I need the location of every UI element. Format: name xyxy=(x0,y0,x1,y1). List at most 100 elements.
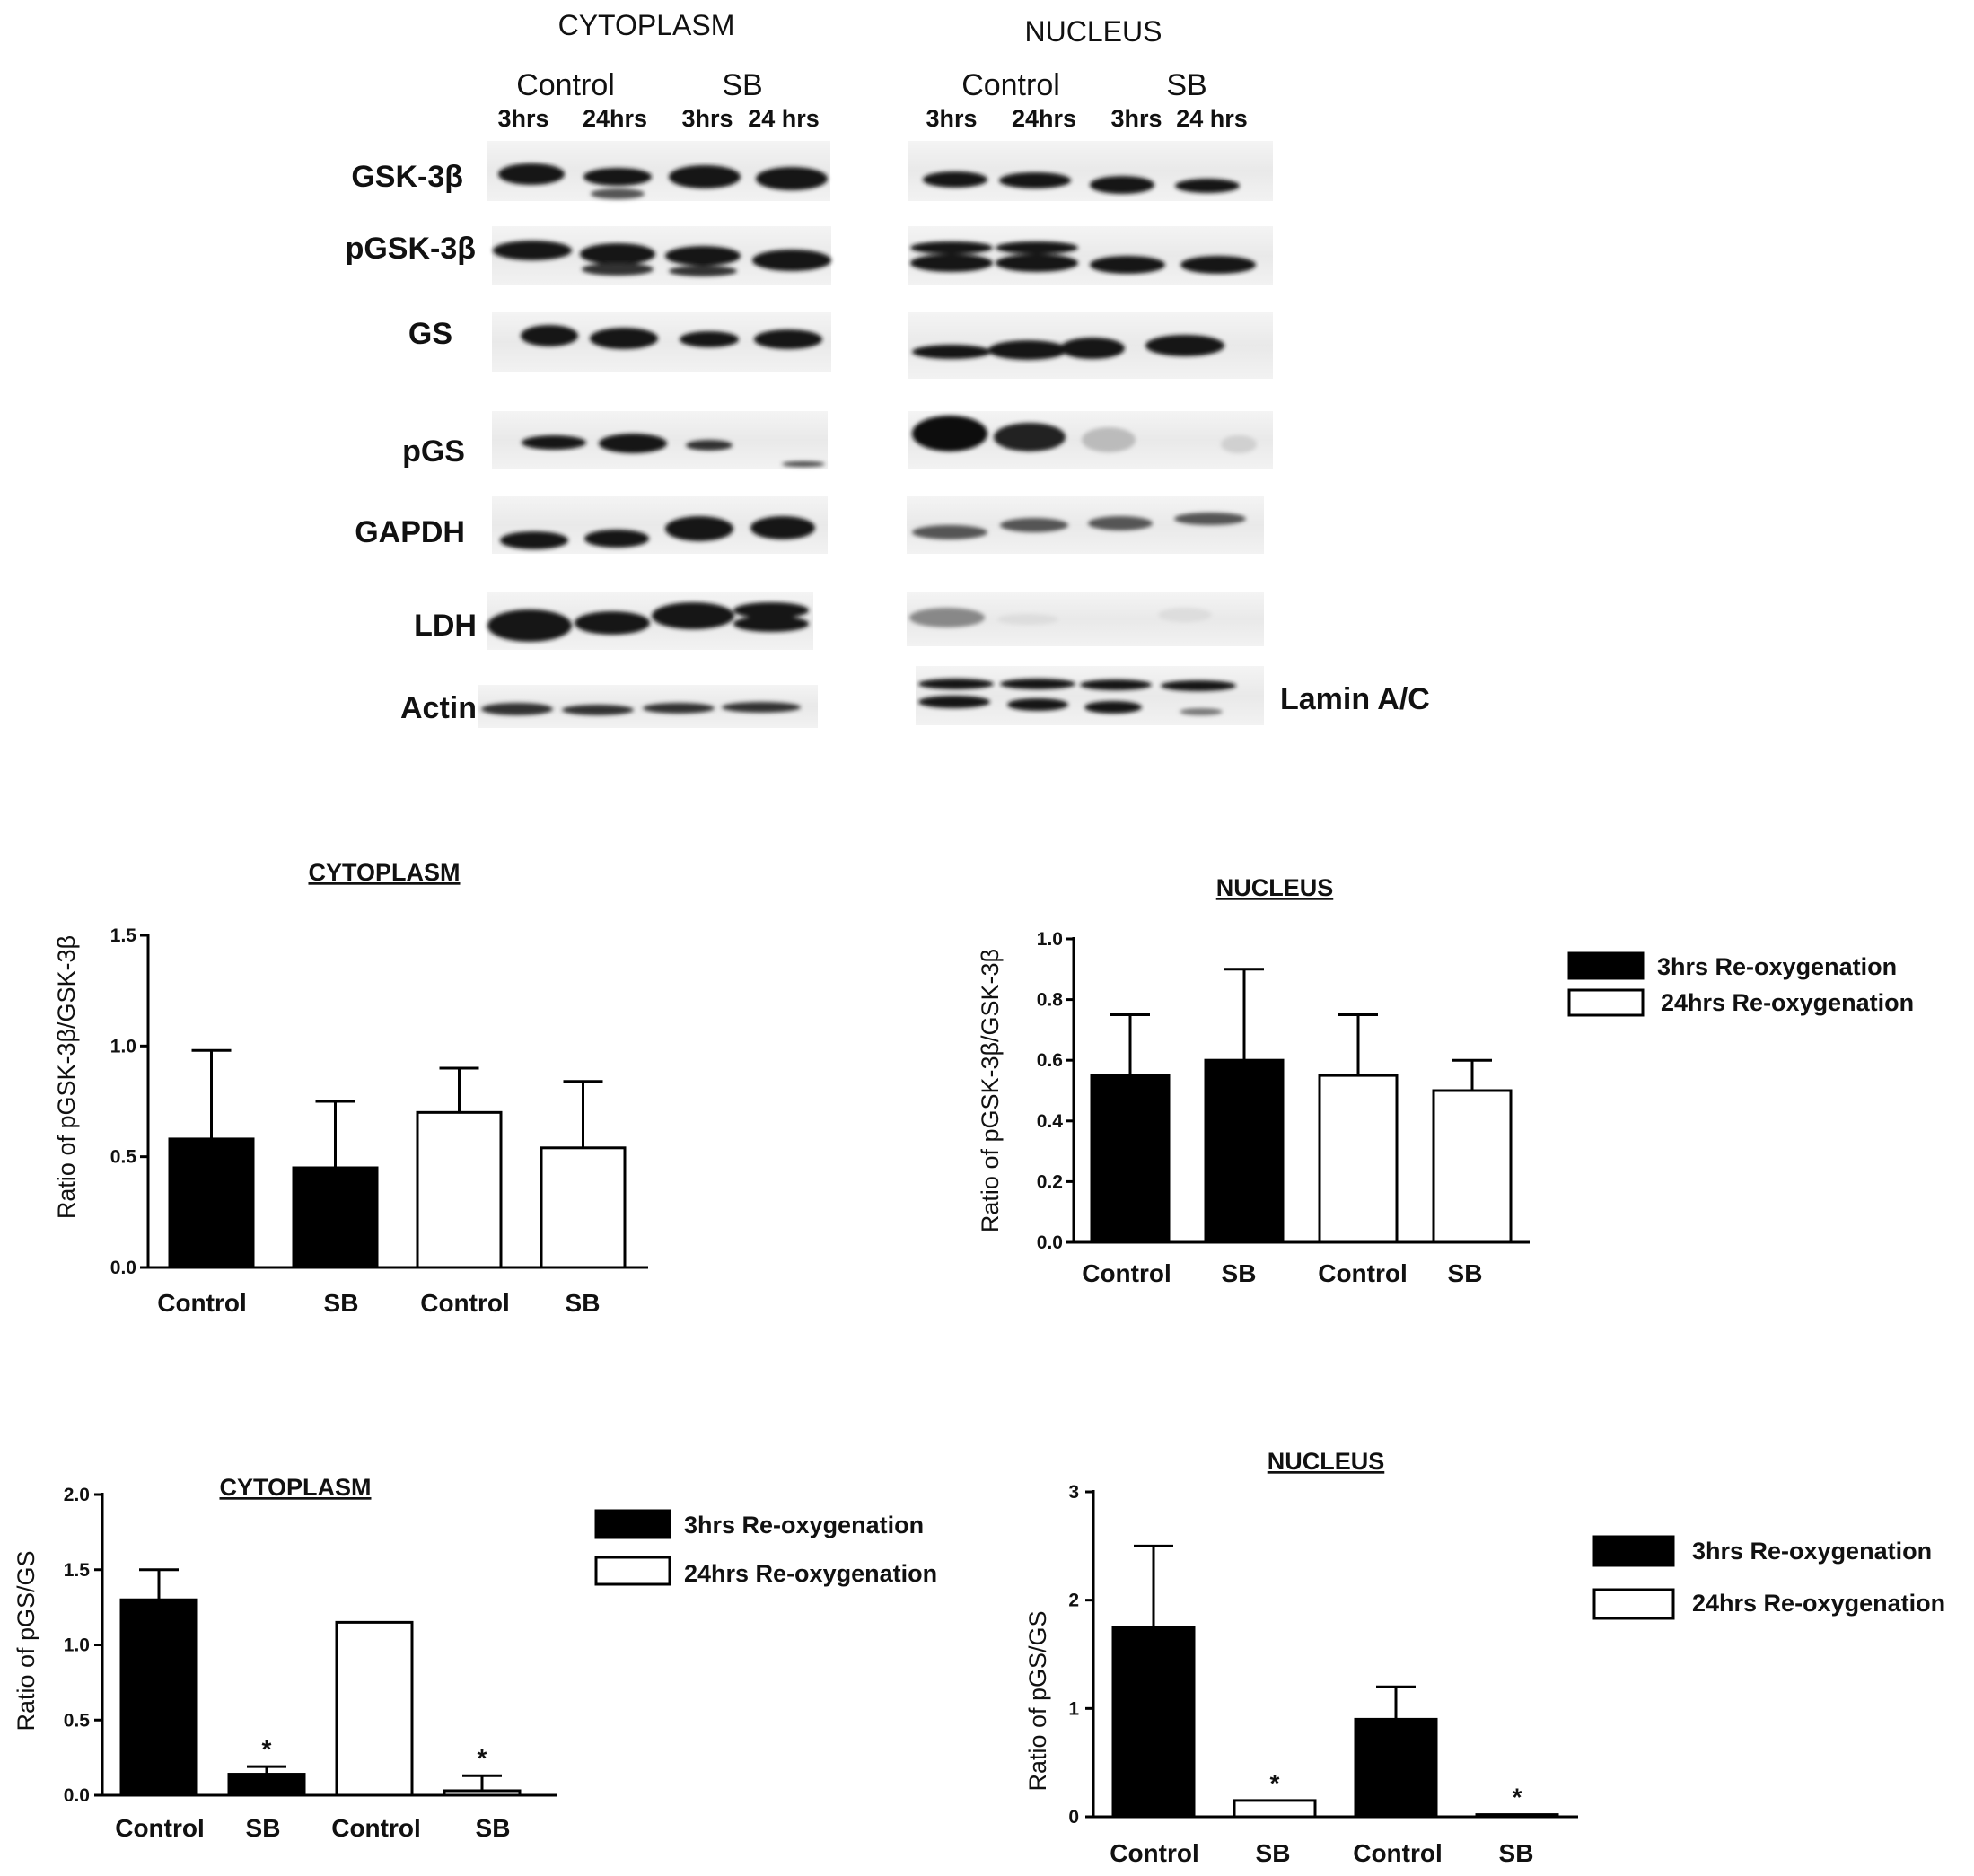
legend-label-filled: 3hrs Re-oxygenation xyxy=(684,1512,924,1538)
bar xyxy=(1090,1074,1171,1244)
blot-row-label-actin: Actin xyxy=(400,691,477,725)
bar xyxy=(119,1598,198,1797)
blot-panel-title-nucleus: NUCLEUS xyxy=(1025,15,1162,48)
y-tick-label: 0.0 xyxy=(110,1258,136,1278)
blot-group-nucleus-sb: SB xyxy=(1166,68,1206,102)
bar xyxy=(1204,1058,1285,1244)
x-category-label: SB xyxy=(476,1814,511,1842)
y-tick-label: 0.2 xyxy=(1037,1171,1063,1192)
y-tick-label: 2 xyxy=(1068,1591,1079,1611)
chart-cytoplasm-pgs-gs: CYTOPLASM Ratio of pGS/GS 0.0 0.5 1.0 1.5 2.… xyxy=(13,1474,557,1842)
bar xyxy=(1354,1717,1438,1819)
x-category-label: SB xyxy=(1256,1839,1291,1867)
legend-bottom-right: 3hrs Re-oxygenation 24hrs Re-oxygenation xyxy=(1592,1535,1945,1620)
blot-time-label: 3hrs xyxy=(1110,105,1162,132)
x-category-label: Control xyxy=(420,1289,510,1317)
y-tick-label: 0.0 xyxy=(1037,1232,1063,1253)
x-category-label: SB xyxy=(566,1289,601,1317)
x-category-label: SB xyxy=(324,1289,359,1317)
x-category-label: Control xyxy=(331,1814,421,1842)
legend-label-open: 24hrs Re-oxygenation xyxy=(1661,989,1914,1016)
x-category-label: Control xyxy=(1353,1839,1443,1867)
bar xyxy=(292,1166,379,1269)
y-tick-label: 0.8 xyxy=(1037,990,1064,1011)
blot-panel-title-cytoplasm: CYTOPLASM xyxy=(558,9,735,41)
blot-strips-cytoplasm xyxy=(478,141,831,728)
y-axis-label: Ratio of pGSK-3β/GSK-3β xyxy=(977,949,1004,1232)
chart-title: NUCLEUS xyxy=(1268,1448,1385,1475)
x-category-label: Control xyxy=(157,1289,247,1317)
x-category-label: SB xyxy=(1499,1839,1534,1867)
chart-nucleus-pgsk3b-gsk3b: NUCLEUS Ratio of pGSK-3β/GSK-3β 0.0 0.2 0.… xyxy=(977,874,1530,1287)
significance-marker: * xyxy=(1270,1769,1280,1797)
chart-title: CYTOPLASM xyxy=(219,1474,371,1501)
x-category-label: Control xyxy=(1318,1259,1408,1287)
y-tick-label: 1.5 xyxy=(110,925,137,946)
blot-section: CYTOPLASM NUCLEUS Control SB Control SB … xyxy=(346,9,1430,728)
blot-time-label: 24 hrs xyxy=(1176,105,1248,132)
legend-label-filled: 3hrs Re-oxygenation xyxy=(1657,953,1897,980)
blot-group-cytoplasm-sb: SB xyxy=(722,68,762,102)
blot-strips-nucleus xyxy=(907,141,1273,725)
y-tick-label: 1.5 xyxy=(64,1560,91,1581)
legend-top-right: 3hrs Re-oxygenation 24hrs Re-oxygenation xyxy=(1567,951,1914,1017)
bar xyxy=(227,1773,306,1797)
blot-time-label: 24 hrs xyxy=(748,105,820,132)
blot-row-label-pgsk3b: pGSK-3β xyxy=(346,232,476,266)
chart-cytoplasm-pgsk3b-gsk3b: CYTOPLASM Ratio of pGSK-3β/GSK-3β 0.0 0.5… xyxy=(53,859,648,1317)
y-tick-label: 2.0 xyxy=(64,1485,90,1505)
bar xyxy=(1318,1074,1399,1244)
blot-row-label-pgs: pGS xyxy=(402,434,465,469)
y-tick-label: 0.6 xyxy=(1037,1050,1063,1071)
blot-time-label: 24hrs xyxy=(1012,105,1076,132)
y-tick-label: 0 xyxy=(1068,1807,1079,1828)
y-tick-label: 1.0 xyxy=(110,1036,136,1056)
legend-swatch-open xyxy=(1592,1588,1675,1620)
legend-label-open: 24hrs Re-oxygenation xyxy=(1692,1590,1945,1617)
legend-swatch-open xyxy=(594,1556,671,1586)
blot-group-nucleus-control: Control xyxy=(961,68,1060,102)
blot-row-label-gsk3b: GSK-3β xyxy=(351,160,463,194)
x-category-label: SB xyxy=(246,1814,281,1842)
blot-time-label: 24hrs xyxy=(583,105,647,132)
x-category-label: Control xyxy=(1082,1259,1171,1287)
blot-group-cytoplasm-control: Control xyxy=(516,68,615,102)
significance-marker: * xyxy=(1513,1784,1522,1811)
bar xyxy=(1111,1626,1196,1819)
x-category-label: SB xyxy=(1448,1259,1483,1287)
legend-label-filled: 3hrs Re-oxygenation xyxy=(1692,1538,1932,1565)
blot-row-label-ldh: LDH xyxy=(414,609,477,643)
legend-swatch-open xyxy=(1567,988,1645,1017)
bar xyxy=(1475,1813,1559,1819)
x-category-label: SB xyxy=(1222,1259,1257,1287)
legend-swatch-filled xyxy=(1567,951,1645,980)
bar xyxy=(1432,1089,1513,1244)
blot-time-label: 3hrs xyxy=(681,105,733,132)
significance-marker: * xyxy=(262,1735,272,1763)
bar xyxy=(540,1146,627,1269)
chart-nucleus-pgs-gs: NUCLEUS Ratio of pGS/GS 0 1 2 3 Control * SB Co… xyxy=(1024,1448,1578,1867)
y-tick-label: 0.5 xyxy=(110,1147,137,1168)
legend-bottom-left: 3hrs Re-oxygenation 24hrs Re-oxygenation xyxy=(594,1509,937,1587)
blot-time-label: 3hrs xyxy=(497,105,548,132)
bar xyxy=(335,1620,414,1797)
y-tick-label: 1.0 xyxy=(64,1635,90,1656)
bar xyxy=(443,1789,522,1797)
bar xyxy=(416,1110,503,1269)
chart-title: NUCLEUS xyxy=(1216,874,1334,901)
bar xyxy=(168,1137,255,1269)
y-axis-label: Ratio of pGSK-3β/GSK-3β xyxy=(53,935,80,1219)
significance-marker: * xyxy=(478,1744,487,1772)
chart-title: CYTOPLASM xyxy=(308,859,460,886)
legend-swatch-filled xyxy=(1592,1535,1675,1567)
y-tick-label: 0.4 xyxy=(1037,1111,1064,1132)
blot-row-label-gs: GS xyxy=(408,317,452,351)
bar xyxy=(1233,1799,1317,1819)
y-tick-label: 3 xyxy=(1068,1482,1079,1503)
y-tick-label: 1.0 xyxy=(1037,929,1063,950)
y-axis-label: Ratio of pGS/GS xyxy=(1024,1610,1051,1791)
y-tick-label: 0.0 xyxy=(64,1785,90,1806)
y-axis-label: Ratio of pGS/GS xyxy=(13,1550,39,1731)
legend-label-open: 24hrs Re-oxygenation xyxy=(684,1560,937,1587)
